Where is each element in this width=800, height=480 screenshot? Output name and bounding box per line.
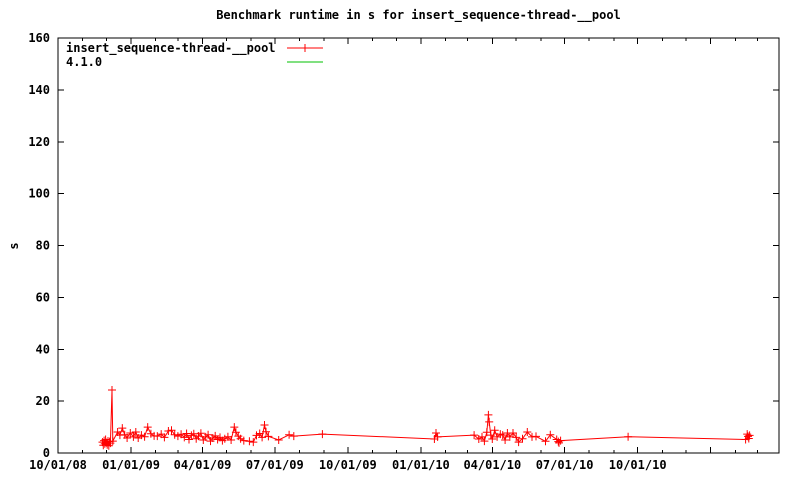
legend-label-series2: 4.1.0: [66, 55, 103, 69]
x-tick-label: 04/01/09: [174, 458, 232, 472]
legend-row-series1: insert_sequence-thread-__pool: [66, 41, 325, 55]
chart-title: Benchmark runtime in s for insert_sequen…: [216, 8, 621, 22]
legend-sample-line-series2-icon: [287, 61, 323, 63]
x-tick-label: 10/01/09: [319, 458, 377, 472]
x-tick-label: 04/01/10: [463, 458, 521, 472]
x-tick-label: 01/01/09: [102, 458, 160, 472]
y-axis-labels: 0 20 40 60 80 100 120 140 160: [28, 31, 50, 460]
legend-sample-line-series1-icon: [287, 44, 323, 52]
y-tick-label: 160: [28, 31, 50, 45]
x-tick-label: 10/01/10: [609, 458, 667, 472]
y-tick-label: 40: [36, 342, 50, 356]
x-axis-ticks: [57, 38, 759, 453]
x-tick-label: 01/01/10: [392, 458, 450, 472]
y-tick-label: 20: [36, 394, 50, 408]
y-tick-label: 100: [28, 187, 50, 201]
y-axis-title: s: [7, 242, 21, 249]
series-1-markers: [98, 386, 754, 450]
y-axis-ticks: [58, 37, 779, 454]
plot-border: [57, 37, 780, 454]
legend-row-series2: 4.1.0: [66, 55, 325, 69]
legend: insert_sequence-thread-__pool 4.1.0: [66, 41, 325, 69]
y-tick-label: 120: [28, 135, 50, 149]
y-tick-label: 0: [43, 446, 50, 460]
y-tick-label: 80: [36, 239, 50, 253]
x-axis-labels: 10/01/08 01/01/09 04/01/09 07/01/09 10/01/09…: [29, 458, 666, 472]
y-tick-label: 140: [28, 83, 50, 97]
y-tick-label: 60: [36, 290, 50, 304]
legend-label-series1: insert_sequence-thread-__pool: [66, 41, 276, 55]
x-tick-label: 07/01/09: [246, 458, 304, 472]
x-tick-label: 10/01/08: [29, 458, 87, 472]
x-tick-label: 07/01/10: [536, 458, 594, 472]
series-1-line: [98, 386, 754, 450]
